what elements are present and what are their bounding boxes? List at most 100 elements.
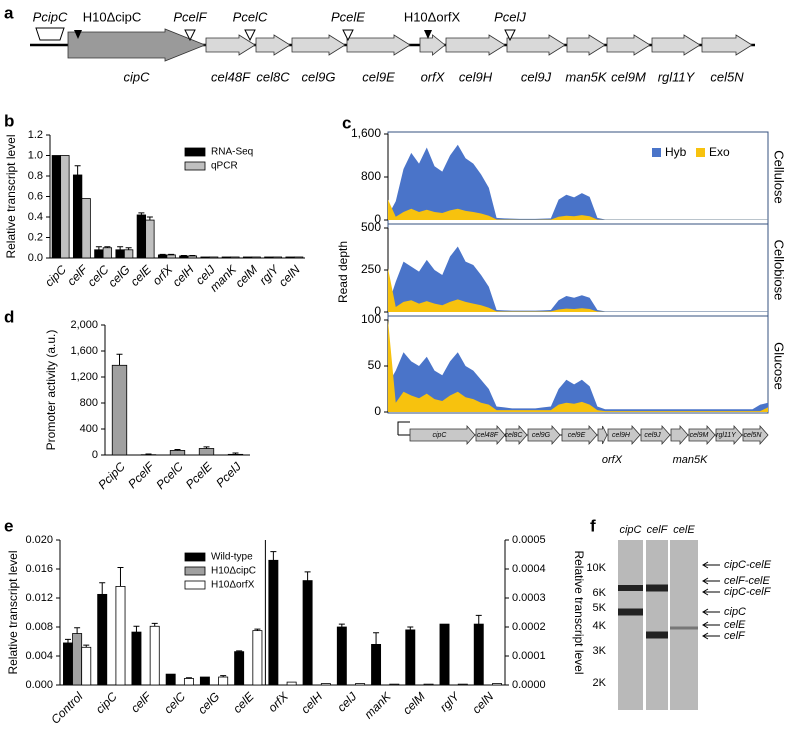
track-gene: [409, 424, 476, 446]
x-tick-label: cipC: [93, 689, 120, 716]
error-bar: [185, 677, 192, 679]
bar: [63, 642, 73, 686]
error-bar: [133, 625, 140, 633]
error-bar: [174, 448, 181, 451]
legend-swatch: [184, 580, 206, 590]
gene-label: cel48F: [211, 69, 251, 84]
read-depth-area: [388, 320, 768, 412]
track-gene-label: rgl11Y: [716, 432, 737, 439]
promoter-label: PcelJ: [494, 9, 526, 24]
error-bar: [236, 650, 243, 652]
y-tick-label: 0.0: [28, 252, 43, 264]
band-arrow: [702, 561, 720, 569]
bar: [457, 683, 468, 686]
x-tick-label: celM: [232, 262, 260, 290]
error-bar: [407, 626, 414, 630]
promoter-mark: [342, 29, 354, 42]
x-tick-label: manK: [361, 689, 394, 722]
track-gene: [670, 424, 689, 446]
gene-arrow: [566, 34, 606, 56]
bar: [264, 256, 274, 259]
insertion-mark: [74, 30, 82, 39]
x-tick-label: celC: [85, 262, 112, 289]
y-tick-label: 0.012: [25, 592, 53, 604]
x-tick-label: Control: [48, 689, 85, 726]
legend-swatch: [184, 566, 206, 576]
x-tick-label: PcelE: [183, 459, 216, 492]
gel-lane: [670, 540, 698, 710]
bar: [200, 256, 210, 259]
bar: [115, 249, 125, 259]
bar: [242, 256, 253, 259]
bar: [208, 256, 219, 259]
gene-label: cel5N: [710, 69, 744, 84]
bar: [115, 586, 126, 686]
y-tick-label: 0.0002: [512, 621, 546, 633]
legend-label: Hyb: [665, 145, 687, 159]
track-gene: [597, 425, 608, 445]
bar: [272, 256, 283, 259]
y-tick-label: 0.0003: [512, 592, 546, 604]
error-bar: [168, 253, 175, 255]
condition-label: Glucose: [772, 342, 787, 390]
y-tick-label: 0.004: [25, 650, 53, 662]
track-below-label: orfX: [602, 454, 623, 466]
y-tick-label: 1.0: [28, 149, 43, 161]
legend-swatch: [184, 552, 206, 562]
read-depth-area: [388, 144, 768, 220]
read-depth-area: [388, 352, 768, 412]
gene-label: orfX: [421, 69, 446, 84]
promoter-label: PcipC: [33, 9, 68, 24]
bar: [227, 453, 244, 456]
track-gene: [561, 424, 598, 446]
bar: [286, 681, 297, 686]
y-tick-label: 0: [374, 404, 381, 418]
tss-arrow: [397, 421, 410, 435]
y-tick-label: 100: [361, 312, 381, 326]
y-tick-label: 0.0001: [512, 650, 546, 662]
error-bar: [180, 254, 187, 256]
bar: [218, 676, 229, 686]
y-tick-label: 1.2: [28, 129, 43, 141]
error-bar: [99, 582, 106, 595]
y-tick-label: 1,600: [70, 345, 98, 357]
y-tick-label: 0.0000: [512, 679, 546, 691]
panel-label: c: [342, 113, 351, 132]
legend-swatch: [696, 148, 705, 157]
bar: [157, 254, 168, 259]
bar: [371, 644, 382, 686]
error-bar: [254, 628, 261, 631]
bar: [94, 249, 104, 259]
band-label: celF: [724, 630, 746, 642]
band-arrow: [702, 621, 720, 629]
bar: [221, 256, 232, 259]
size-label: 4K: [593, 620, 607, 632]
bar: [473, 623, 484, 686]
bar: [60, 155, 70, 259]
x-tick-label: PcelC: [153, 459, 186, 492]
x-tick-label: cipC: [42, 262, 69, 289]
error-bar: [232, 452, 239, 455]
bar: [199, 676, 210, 686]
legend-label: H10ΔorfX: [211, 580, 255, 591]
bar: [149, 625, 160, 686]
legend-swatch: [184, 161, 206, 171]
y-tick-label: 0.0004: [512, 563, 546, 575]
gel-band: [670, 626, 698, 630]
y-tick-label: 0.8: [28, 170, 43, 182]
condition-label: Cellulose: [772, 150, 787, 203]
panel-label: d: [4, 307, 14, 326]
error-bar: [338, 623, 345, 627]
error-bar: [475, 614, 482, 625]
error-bar: [151, 622, 158, 627]
gel-band: [646, 631, 668, 639]
legend-label: Wild-type: [211, 552, 253, 563]
bar: [251, 256, 261, 259]
bar: [285, 256, 295, 259]
read-depth-area: [388, 268, 768, 312]
y-tick-label: 0.0005: [512, 534, 546, 546]
y-tick-label: 0: [374, 212, 381, 226]
track-gene: [475, 424, 506, 446]
gel-lane: [646, 540, 668, 710]
gene-label: cel9G: [302, 69, 336, 84]
